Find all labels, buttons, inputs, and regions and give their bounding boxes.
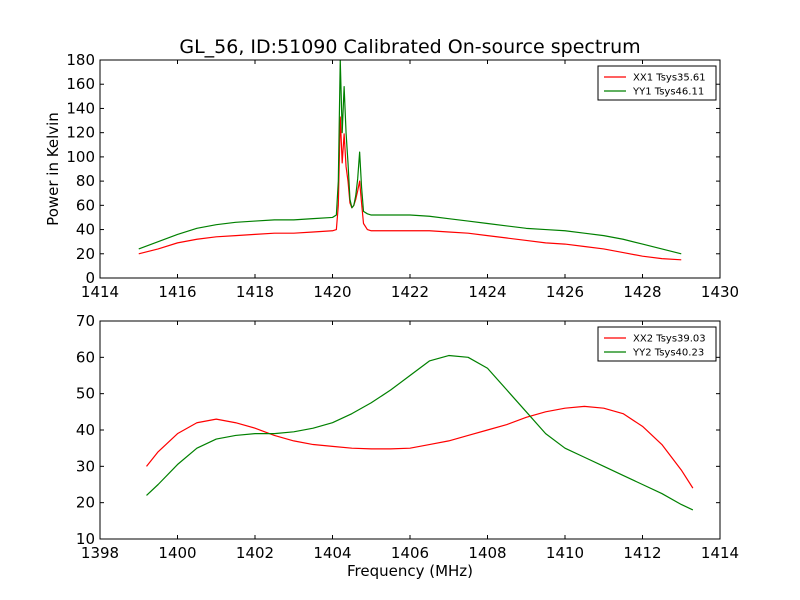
legend-label: YY1 Tsys46.11 — [632, 87, 704, 98]
y-tick-label: 160 — [66, 75, 95, 93]
x-tick-label: 1418 — [236, 283, 274, 301]
x-tick-label: 1410 — [546, 544, 584, 562]
legend-label: XX1 Tsys35.61 — [633, 73, 706, 84]
x-tick-label: 1404 — [313, 544, 351, 562]
x-tick-label: 1408 — [468, 544, 506, 562]
x-tick-label: 1426 — [546, 283, 584, 301]
y-tick-label: 40 — [76, 221, 95, 239]
y-tick-label: 0 — [85, 269, 95, 287]
series-line-1-0 — [146, 405, 694, 489]
top-subplot: 1414 1416 1418 1420 1422 1424 1426 1428 1430 0 20 4… — [44, 51, 739, 301]
series-line-0-1 — [138, 60, 682, 255]
x-tick-label: 1416 — [158, 283, 196, 301]
x-tick-label: 1406 — [391, 544, 429, 562]
y-tick-label: 20 — [76, 245, 95, 263]
x-tick-label: 1424 — [468, 283, 506, 301]
x-tick-label: 1398 — [81, 544, 119, 562]
y-axis-label: Power in Kelvin — [44, 112, 62, 226]
legend-box — [597, 326, 717, 362]
x-tick-label: 1430 — [701, 283, 739, 301]
x-tick-label: 1400 — [158, 544, 196, 562]
series-line-1-1 — [146, 354, 694, 511]
legend: XX2 Tsys39.03 YY2 Tsys40.23 — [597, 326, 717, 362]
chart-title: GL_56, ID:51090 Calibrated On-source spe… — [179, 36, 640, 58]
y-tick-label: 20 — [76, 494, 95, 512]
y-tick-label: 180 — [66, 51, 95, 69]
legend-label: YY2 Tsys40.23 — [632, 348, 704, 359]
y-tick-label: 10 — [76, 530, 95, 548]
legend-box — [597, 65, 717, 101]
x-tick-label: 1420 — [313, 283, 351, 301]
y-tick-label: 60 — [76, 196, 95, 214]
y-tick-label: 40 — [76, 421, 95, 439]
x-tick-label: 1428 — [623, 283, 661, 301]
legend-label: XX2 Tsys39.03 — [633, 334, 706, 345]
y-tick-label: 50 — [76, 385, 95, 403]
y-tick-label: 80 — [76, 172, 95, 190]
legend: XX1 Tsys35.61 YY1 Tsys46.11 — [597, 65, 717, 101]
x-tick-label: 1412 — [623, 544, 661, 562]
y-tick-label: 140 — [66, 99, 95, 117]
x-axis-label: Frequency (MHz) — [347, 562, 473, 580]
x-tick-label: 1422 — [391, 283, 429, 301]
y-tick-label: 120 — [66, 124, 95, 142]
series-line-0-0 — [138, 116, 682, 261]
x-tick-label: 1414 — [81, 283, 119, 301]
y-tick-label: 30 — [76, 457, 95, 475]
x-tick-label: 1402 — [236, 544, 274, 562]
y-tick-label: 70 — [76, 312, 95, 330]
y-tick-label: 100 — [66, 148, 95, 166]
bottom-subplot: 1398 1400 1402 1404 1406 1408 1410 1412 1414 10 20… — [76, 312, 739, 580]
y-tick-label: 60 — [76, 348, 95, 366]
x-tick-label: 1414 — [701, 544, 739, 562]
